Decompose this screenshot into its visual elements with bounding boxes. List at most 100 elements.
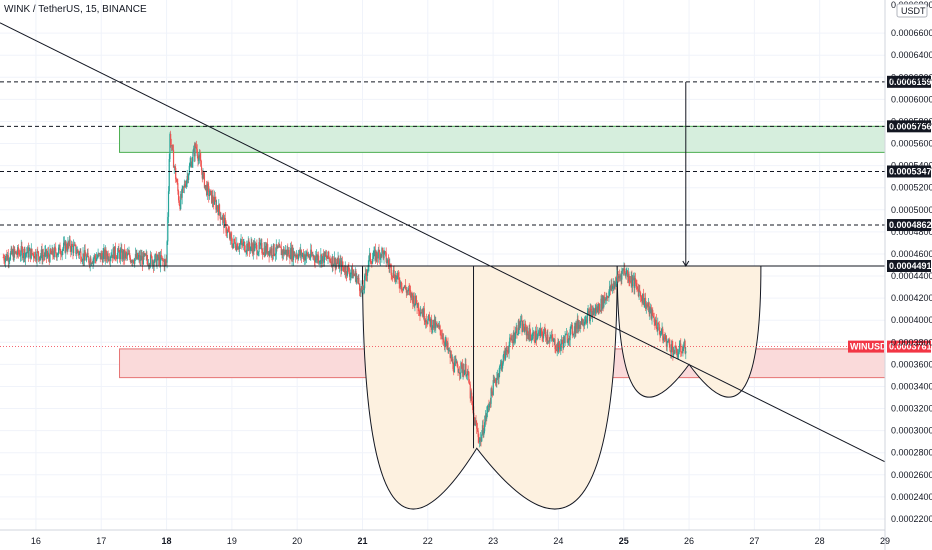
candle-body — [606, 295, 608, 299]
candle-body — [188, 166, 190, 175]
candle-body — [114, 246, 116, 257]
candle-body — [429, 318, 431, 327]
candle-body — [290, 248, 292, 259]
candle-body — [636, 283, 638, 287]
candle-body — [288, 249, 290, 258]
candle-body — [448, 350, 451, 351]
candle-body — [130, 261, 132, 263]
horizontal-levels[interactable]: 0.00061590.00057560.00053470.00048620.00… — [0, 75, 932, 353]
candle-body — [391, 274, 393, 277]
candle-body — [328, 251, 330, 258]
candle-body — [316, 254, 318, 260]
candle-body — [664, 337, 666, 340]
candle-body — [661, 328, 663, 334]
candle-body — [21, 246, 23, 249]
candle-body — [366, 269, 369, 276]
candle-body — [50, 249, 52, 253]
candle-body — [332, 256, 334, 267]
candle-body — [626, 270, 628, 273]
candle-body — [510, 337, 512, 341]
candle-body — [39, 257, 41, 261]
candle-body — [384, 251, 387, 253]
candle-body — [443, 342, 445, 346]
candle-body — [655, 319, 657, 329]
candle-body — [552, 339, 555, 342]
candle-body — [359, 283, 361, 291]
candle-body — [76, 249, 78, 253]
candle-body — [596, 307, 598, 313]
candle-body — [318, 261, 320, 263]
candle-body — [453, 362, 456, 373]
candle-body — [634, 278, 636, 288]
candle-body — [299, 250, 301, 256]
candle-body — [631, 276, 633, 287]
candle-body — [413, 295, 415, 307]
candle-body — [102, 253, 104, 263]
candle-body — [684, 341, 686, 354]
candle-body — [484, 415, 486, 423]
candle-body — [108, 259, 110, 261]
candle-body — [452, 358, 454, 369]
candle-body — [629, 281, 631, 283]
candle-body — [479, 438, 481, 441]
candle-body — [641, 297, 643, 303]
candle-body — [12, 251, 14, 255]
candle-body — [108, 259, 111, 261]
candle-body — [291, 247, 293, 260]
candle-body — [658, 324, 660, 331]
candle-body — [336, 263, 338, 264]
candle-body — [251, 243, 253, 248]
candle-body — [234, 242, 236, 248]
symbol-tag — [848, 340, 884, 353]
candle-body — [506, 350, 508, 352]
candle-body — [440, 330, 442, 336]
candle-body — [616, 275, 618, 282]
candle-body — [280, 247, 282, 256]
candle-body — [70, 248, 72, 252]
candle-body — [662, 336, 665, 341]
candle-body — [651, 310, 653, 319]
candle-body — [423, 308, 425, 321]
candle-body — [351, 267, 354, 279]
candle-body — [193, 148, 195, 157]
candle-body — [264, 245, 267, 256]
candle-body — [508, 345, 510, 353]
candle-body — [98, 253, 101, 254]
candle-body — [139, 255, 142, 261]
candle-body — [149, 254, 152, 265]
candle-body — [386, 262, 388, 264]
price-tick-label: 0.0005400 — [891, 161, 932, 171]
candle-body — [567, 341, 569, 343]
candle-body — [585, 319, 587, 322]
time-tick-label: 23 — [488, 536, 498, 546]
candle-body — [32, 253, 34, 255]
candle-body — [371, 258, 374, 264]
candle-body — [231, 237, 233, 245]
candle-body — [155, 253, 157, 266]
candle-body — [36, 250, 38, 261]
candle-body — [230, 233, 232, 238]
candle-body — [586, 313, 588, 323]
candle-body — [614, 282, 616, 287]
candle-body — [146, 254, 148, 260]
price-axis[interactable]: 0.0002200 0.0002400 0.0002600 0.0002800 0.00… — [884, 0, 932, 550]
candle-body — [158, 257, 160, 261]
candle-body — [84, 250, 86, 257]
candle-body — [650, 307, 652, 319]
candle-body — [240, 240, 242, 244]
candle-body — [276, 244, 278, 249]
candle-body — [42, 255, 45, 256]
candle-body — [517, 320, 519, 335]
candle-body — [540, 328, 542, 331]
price-tick-label: 0.0003000 — [891, 426, 932, 436]
candle-body — [195, 146, 198, 150]
candle-body — [181, 188, 183, 198]
time-axis[interactable]: 16 17 18 19 20 21 22 23 24 25 26 27 28 29 — [0, 529, 890, 546]
candle-body — [262, 253, 264, 255]
candle-body — [269, 249, 272, 254]
candle-body — [545, 331, 547, 338]
candle-body — [66, 249, 68, 251]
candle-body — [666, 341, 668, 347]
candle-body — [86, 252, 88, 257]
